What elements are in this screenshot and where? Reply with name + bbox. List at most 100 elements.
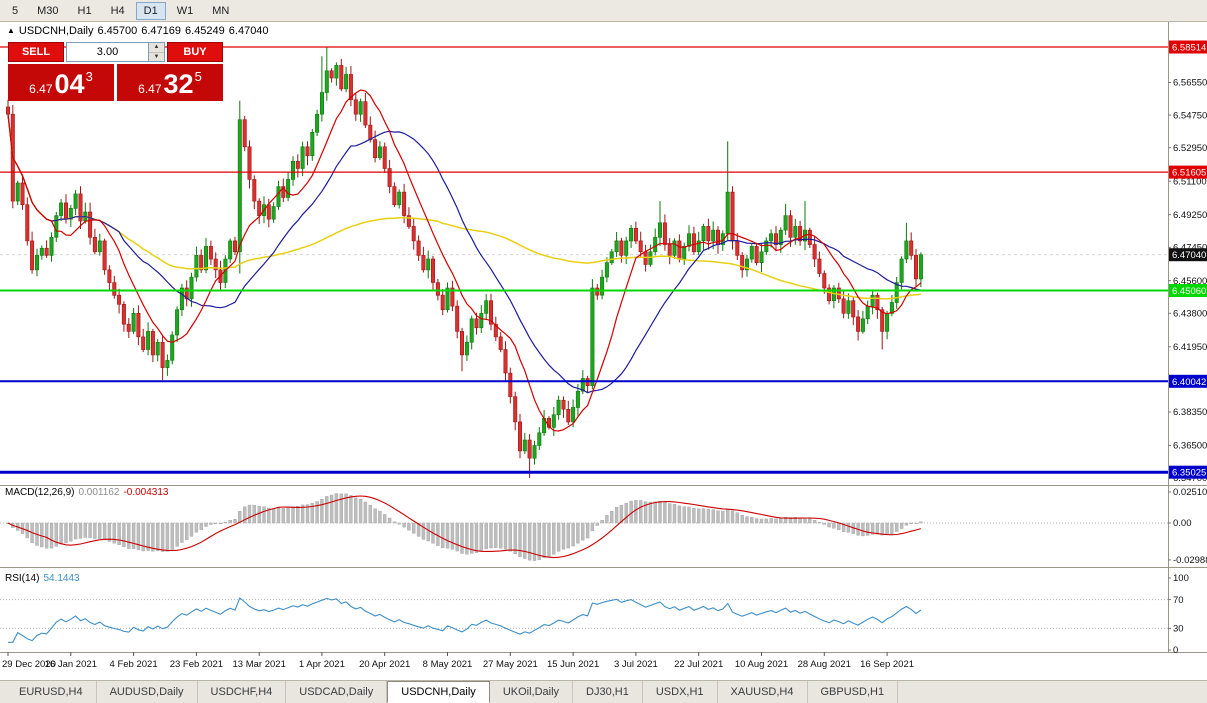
macd-label: MACD(12,26,9) 0.001162 -0.004313 bbox=[5, 487, 168, 498]
svg-text:13 Mar 2021: 13 Mar 2021 bbox=[233, 659, 286, 670]
symbol-tabs-bar: EURUSD,H4 AUDUSD,Daily USDCHF,H4 USDCAD,Dai… bbox=[0, 680, 1207, 703]
macd-histogram bbox=[6, 493, 923, 561]
sell-price-prefix: 6.47 bbox=[29, 82, 53, 96]
svg-text:6.47450: 6.47450 bbox=[1173, 243, 1207, 254]
tab-usdcad-daily[interactable]: USDCAD,Daily bbox=[286, 681, 388, 703]
rsi-guides bbox=[0, 599, 1168, 629]
rsi-label: RSI(14) 54.1443 bbox=[5, 573, 80, 584]
svg-text:6.56550: 6.56550 bbox=[1173, 78, 1207, 89]
tab-audusd-daily[interactable]: AUDUSD,Daily bbox=[97, 681, 198, 703]
svg-text:6.40042: 6.40042 bbox=[1172, 377, 1206, 388]
sell-price-button[interactable]: 6.47 04 3 bbox=[8, 64, 114, 101]
timeframe-button-mn[interactable]: MN bbox=[212, 4, 230, 17]
rsi-value: 54.1443 bbox=[43, 573, 80, 584]
svg-text:16 Sep 2021: 16 Sep 2021 bbox=[860, 659, 914, 670]
svg-text:3 Jul 2021: 3 Jul 2021 bbox=[614, 659, 658, 670]
svg-text:6.41950: 6.41950 bbox=[1173, 342, 1207, 353]
svg-text:6.35025: 6.35025 bbox=[1172, 468, 1206, 479]
svg-text:-0.02988: -0.02988 bbox=[1173, 555, 1207, 566]
macd-name: MACD(12,26,9) bbox=[5, 487, 75, 498]
svg-text:6.36500: 6.36500 bbox=[1173, 441, 1207, 452]
svg-text:29 Dec 2020: 29 Dec 2020 bbox=[2, 659, 56, 670]
sell-button[interactable]: SELL bbox=[8, 42, 64, 62]
tab-dj30-h1[interactable]: DJ30,H1 bbox=[573, 681, 643, 703]
rsi-axis-labels: 100 70 30 0 bbox=[1168, 573, 1189, 656]
tab-xauusd-h4[interactable]: XAUUSD,H4 bbox=[718, 681, 808, 703]
tab-usdx-h1[interactable]: USDX,H1 bbox=[643, 681, 718, 703]
svg-text:6.45600: 6.45600 bbox=[1173, 276, 1207, 287]
svg-text:6.58514: 6.58514 bbox=[1172, 43, 1206, 54]
ohlc-low: 6.45249 bbox=[185, 25, 225, 37]
svg-text:70: 70 bbox=[1173, 595, 1184, 606]
svg-text:0.02510: 0.02510 bbox=[1173, 487, 1207, 498]
svg-text:6.51100: 6.51100 bbox=[1173, 176, 1207, 187]
macd-main-value: 0.001162 bbox=[78, 487, 120, 498]
svg-text:6.52950: 6.52950 bbox=[1173, 143, 1207, 154]
buy-price-big: 32 bbox=[163, 69, 194, 99]
tab-usdcnh-daily[interactable]: USDCNH,Daily bbox=[387, 681, 490, 703]
buy-price-button[interactable]: 6.47 32 5 bbox=[117, 64, 223, 101]
svg-text:1 Apr 2021: 1 Apr 2021 bbox=[299, 659, 345, 670]
svg-text:0: 0 bbox=[1173, 645, 1178, 656]
macd-signal-value: -0.004313 bbox=[123, 487, 169, 498]
svg-text:0.00: 0.00 bbox=[1173, 518, 1192, 529]
timeframe-button-5[interactable]: 5 bbox=[12, 4, 19, 17]
tab-usdchf-h4[interactable]: USDCHF,H4 bbox=[198, 681, 287, 703]
tab-eurusd-h4[interactable]: EURUSD,H4 bbox=[6, 681, 97, 703]
one-click-collapse-icon[interactable]: ▲ bbox=[7, 26, 15, 35]
macd-signal-line bbox=[7, 495, 922, 559]
svg-text:6.38350: 6.38350 bbox=[1173, 407, 1207, 418]
tab-ukoil-daily[interactable]: UKOil,Daily bbox=[490, 681, 574, 703]
sell-price-sup: 3 bbox=[85, 69, 93, 84]
svg-text:6.47040: 6.47040 bbox=[1172, 250, 1206, 261]
chart-title: ▲ USDCNH,Daily 6.45700 6.47169 6.45249 6.4704… bbox=[7, 25, 273, 37]
svg-text:100: 100 bbox=[1173, 573, 1189, 584]
sell-price-big: 04 bbox=[54, 69, 85, 99]
timeframe-button-m30[interactable]: M30 bbox=[37, 4, 59, 17]
timeframe-button-h1[interactable]: H1 bbox=[77, 4, 92, 17]
svg-text:4 Feb 2021: 4 Feb 2021 bbox=[110, 659, 158, 670]
price-axis[interactable]: 6.56550 6.54750 6.52950 6.51100 6.49250 6.474… bbox=[1168, 22, 1207, 652]
volume-field-wrap: ▲ ▼ bbox=[66, 42, 165, 62]
svg-text:6.43800: 6.43800 bbox=[1173, 309, 1207, 320]
timeframe-button-d1[interactable]: D1 bbox=[135, 1, 166, 20]
svg-text:28 Aug 2021: 28 Aug 2021 bbox=[798, 659, 851, 670]
one-click-trading-panel: SELL ▲ ▼ BUY 6.47 04 3 6.47 32 5 bbox=[8, 42, 223, 101]
svg-text:27 May 2021: 27 May 2021 bbox=[483, 659, 538, 670]
buy-button[interactable]: BUY bbox=[167, 42, 223, 62]
svg-text:10 Aug 2021: 10 Aug 2021 bbox=[735, 659, 788, 670]
volume-up-icon[interactable]: ▲ bbox=[149, 43, 164, 53]
svg-text:16 Jan 2021: 16 Jan 2021 bbox=[45, 659, 97, 670]
ma-slow-line bbox=[7, 114, 921, 300]
ma-fast-line bbox=[7, 89, 922, 432]
chart-canvas[interactable]: 6.565506.547506.529506.511006.492506.474… bbox=[0, 22, 1207, 680]
rsi-name: RSI(14) bbox=[5, 573, 40, 584]
chart-symbol-label: USDCNH,Daily bbox=[18, 25, 94, 37]
panel-separators bbox=[0, 485, 1207, 653]
timeframe-button-h4[interactable]: H4 bbox=[110, 4, 125, 17]
svg-text:6.45060: 6.45060 bbox=[1172, 286, 1206, 297]
volume-input[interactable] bbox=[67, 43, 148, 61]
ma-medium-line bbox=[7, 114, 922, 394]
svg-text:6.49250: 6.49250 bbox=[1173, 210, 1207, 221]
svg-text:8 May 2021: 8 May 2021 bbox=[423, 659, 473, 670]
svg-text:20 Apr 2021: 20 Apr 2021 bbox=[359, 659, 410, 670]
volume-down-icon[interactable]: ▼ bbox=[149, 52, 164, 61]
tab-gbpusd-h1[interactable]: GBPUSD,H1 bbox=[808, 681, 899, 703]
svg-text:6.51605: 6.51605 bbox=[1172, 168, 1206, 179]
buy-price-prefix: 6.47 bbox=[138, 82, 162, 96]
ohlc-high: 6.47169 bbox=[141, 25, 182, 37]
rsi-line bbox=[8, 597, 922, 643]
timeframe-toolbar: 5 M30 H1 H4 D1 W1 MN bbox=[0, 0, 1207, 22]
svg-text:30: 30 bbox=[1173, 624, 1184, 635]
svg-text:22 Jul 2021: 22 Jul 2021 bbox=[674, 659, 723, 670]
candles-layer bbox=[6, 47, 923, 478]
ohlc-close: 6.47040 bbox=[228, 25, 269, 37]
svg-text:6.54750: 6.54750 bbox=[1173, 110, 1207, 121]
volume-stepper: ▲ ▼ bbox=[148, 43, 164, 61]
timeframe-button-w1[interactable]: W1 bbox=[176, 4, 194, 17]
svg-text:15 Jun 2021: 15 Jun 2021 bbox=[547, 659, 599, 670]
svg-text:23 Feb 2021: 23 Feb 2021 bbox=[170, 659, 223, 670]
